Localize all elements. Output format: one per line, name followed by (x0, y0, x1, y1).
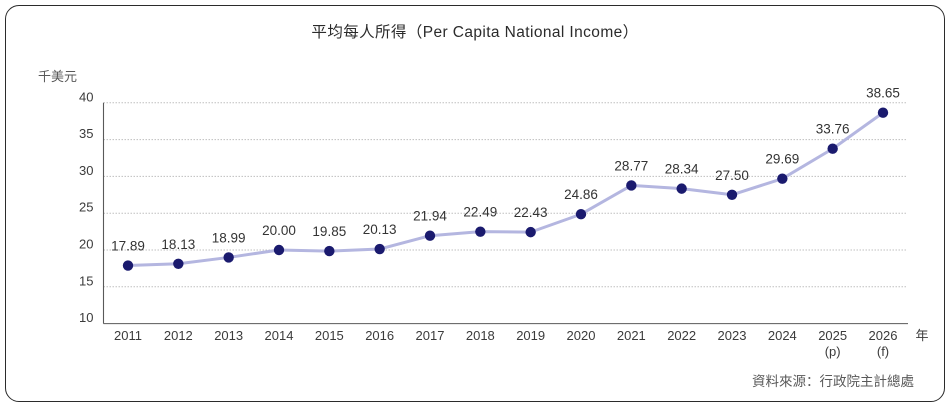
svg-text:2016: 2016 (365, 328, 394, 343)
svg-text:2023: 2023 (718, 328, 747, 343)
svg-text:33.76: 33.76 (816, 122, 850, 137)
svg-text:35: 35 (79, 126, 93, 141)
svg-text:2015: 2015 (315, 328, 344, 343)
svg-text:24.86: 24.86 (564, 187, 598, 202)
svg-text:2026: 2026 (869, 328, 898, 343)
svg-text:2011: 2011 (114, 328, 142, 343)
svg-text:18.99: 18.99 (212, 230, 246, 245)
svg-text:22.49: 22.49 (463, 205, 497, 220)
svg-text:38.65: 38.65 (866, 86, 900, 101)
svg-text:20.00: 20.00 (262, 223, 296, 238)
svg-text:40: 40 (79, 89, 93, 104)
svg-text:22.43: 22.43 (514, 205, 548, 220)
svg-text:2017: 2017 (416, 328, 445, 343)
svg-text:29.69: 29.69 (765, 152, 799, 167)
svg-text:2012: 2012 (164, 328, 193, 343)
svg-text:2020: 2020 (567, 328, 596, 343)
svg-text:20: 20 (79, 237, 93, 252)
svg-text:(f): (f) (877, 344, 889, 359)
svg-text:(p): (p) (825, 344, 841, 359)
svg-text:2018: 2018 (466, 328, 495, 343)
svg-text:21.94: 21.94 (413, 209, 447, 224)
svg-text:28.34: 28.34 (665, 162, 699, 177)
svg-text:2024: 2024 (768, 328, 797, 343)
svg-text:2025: 2025 (818, 328, 847, 343)
svg-text:27.50: 27.50 (715, 168, 749, 183)
svg-text:2021: 2021 (617, 328, 646, 343)
svg-text:28.77: 28.77 (614, 158, 648, 173)
svg-text:2013: 2013 (214, 328, 243, 343)
svg-text:18.13: 18.13 (161, 237, 195, 252)
svg-text:2022: 2022 (667, 328, 696, 343)
svg-text:2014: 2014 (265, 328, 294, 343)
svg-text:年: 年 (915, 328, 928, 343)
svg-text:10: 10 (79, 310, 93, 325)
svg-text:20.13: 20.13 (363, 222, 397, 237)
svg-text:17.89: 17.89 (111, 239, 145, 254)
svg-text:15: 15 (79, 273, 93, 288)
svg-text:30: 30 (79, 163, 93, 178)
svg-text:2019: 2019 (516, 328, 545, 343)
svg-text:19.85: 19.85 (312, 224, 346, 239)
svg-text:25: 25 (79, 200, 93, 215)
